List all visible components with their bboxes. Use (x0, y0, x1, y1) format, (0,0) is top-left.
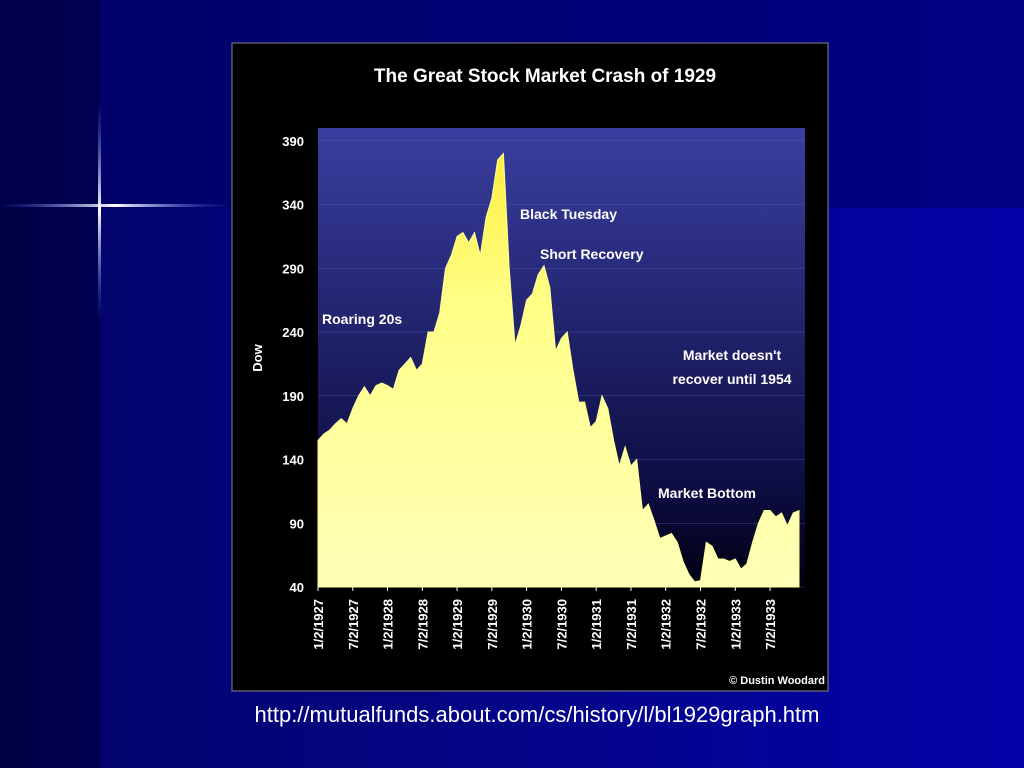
y-tick-label: 140 (282, 453, 304, 468)
annotation-line: Market doesn't (683, 347, 782, 363)
y-tick-label: 190 (282, 389, 304, 404)
y-axis-label: Dow (250, 343, 265, 371)
x-tick-label: 7/2/1928 (415, 599, 430, 650)
y-tick-label: 40 (290, 580, 304, 595)
sparkle (0, 204, 230, 207)
x-tick-label: 7/2/1932 (693, 599, 708, 650)
chart-title: The Great Stock Market Crash of 1929 (374, 66, 716, 87)
x-tick-label: 1/2/1929 (450, 599, 465, 650)
area (317, 152, 800, 588)
y-tick-label: 90 (290, 516, 304, 531)
x-tick-label: 7/2/1929 (485, 599, 500, 650)
x-tick-label: 1/2/1928 (381, 599, 396, 650)
annotation: Short Recovery (540, 246, 644, 262)
annotation-line: recover until 1954 (672, 371, 791, 387)
x-tick-label: 7/2/1930 (554, 599, 569, 650)
x-tick-label: 7/2/1931 (624, 599, 639, 650)
y-tick-label: 340 (282, 198, 304, 213)
x-tick-label: 7/2/1927 (346, 599, 361, 650)
x-tick-label: 1/2/1933 (728, 599, 743, 650)
y-tick-label: 240 (282, 325, 304, 340)
annotation: Roaring 20s (322, 311, 402, 327)
annotation: Black Tuesday (520, 206, 617, 222)
y-tick-label: 390 (282, 134, 304, 149)
slide-left-band (0, 0, 100, 768)
caption: http://mutualfunds.about.com/cs/history/… (255, 702, 820, 727)
x-tick-label: 1/2/1932 (659, 599, 674, 650)
y-tick-label: 290 (282, 261, 304, 276)
x-tick-label: 1/2/1930 (520, 599, 535, 650)
x-tick-label: 1/2/1927 (311, 599, 326, 650)
x-tick-label: 7/2/1933 (763, 599, 778, 650)
sparkle (98, 100, 101, 320)
annotation: Market Bottom (658, 485, 756, 501)
credit: © Dustin Woodard (729, 675, 825, 687)
x-tick-label: 1/2/1931 (589, 599, 604, 650)
annotation: Market doesn't recover until 1954 (672, 347, 791, 387)
